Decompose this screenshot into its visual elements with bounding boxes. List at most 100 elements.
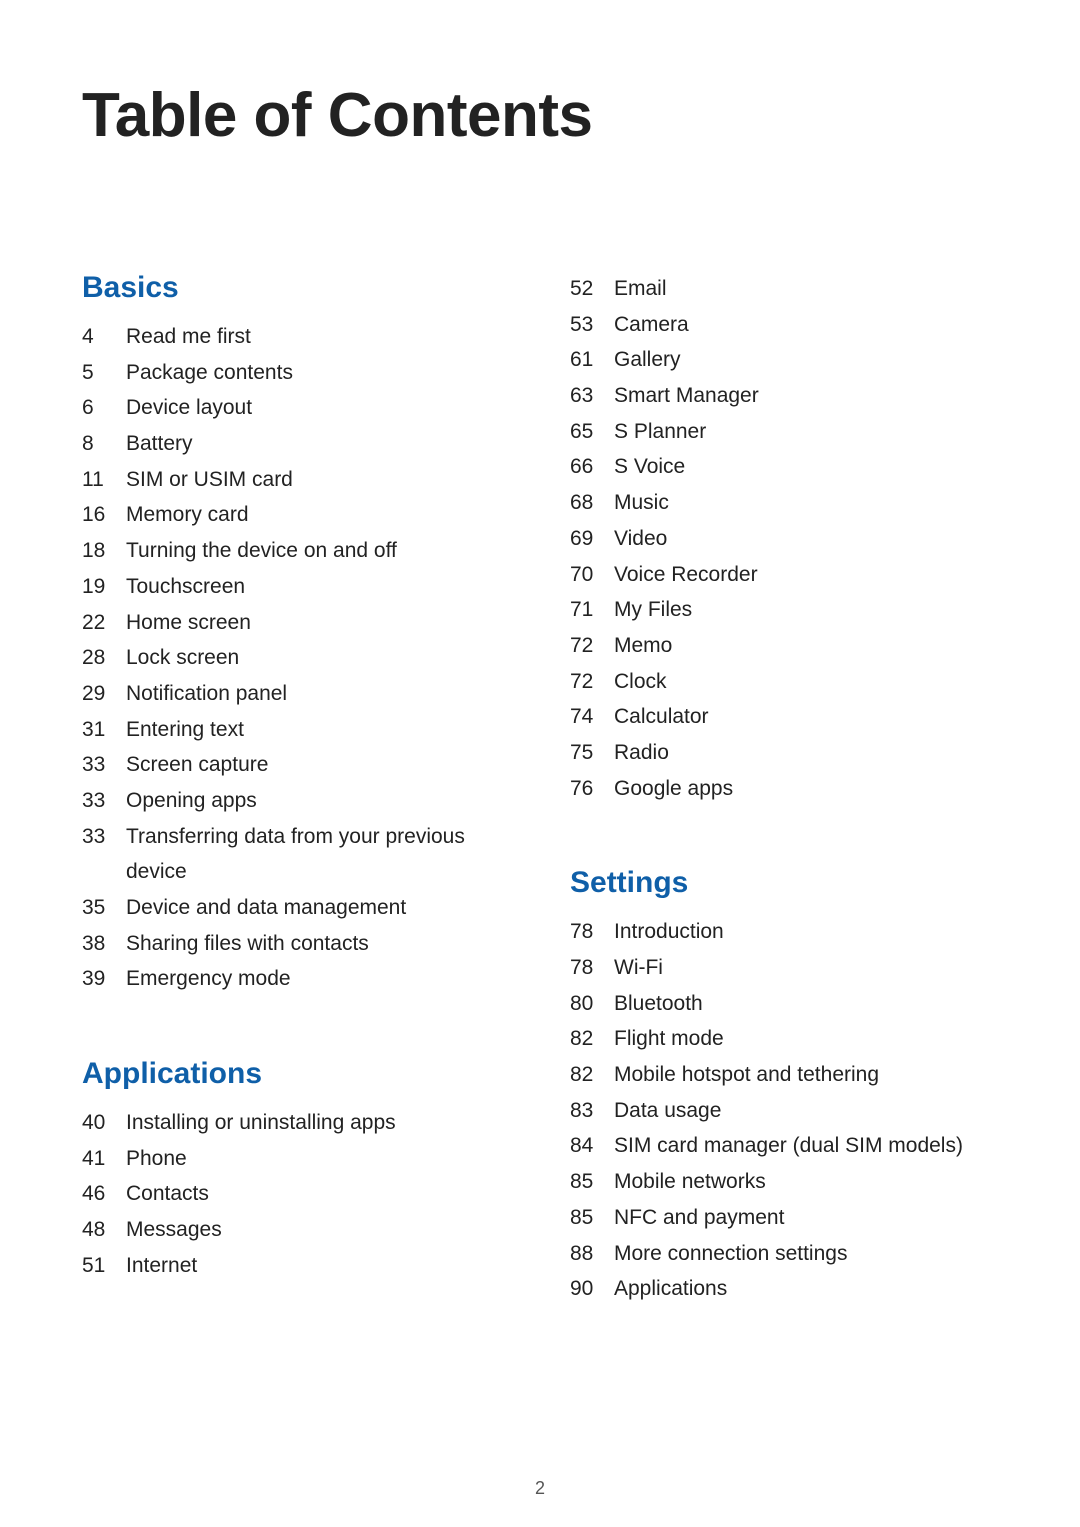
- toc-item-page: 85: [570, 1200, 614, 1236]
- toc-item-page: 83: [570, 1093, 614, 1129]
- toc-item[interactable]: 82Flight mode: [570, 1021, 998, 1057]
- toc-item-label: Contacts: [126, 1176, 510, 1212]
- toc-item[interactable]: 38Sharing files with contacts: [82, 926, 510, 962]
- toc-item[interactable]: 6Device layout: [82, 390, 510, 426]
- toc-item-page: 46: [82, 1176, 126, 1212]
- toc-item[interactable]: 39Emergency mode: [82, 961, 510, 997]
- toc-item[interactable]: 31Entering text: [82, 712, 510, 748]
- toc-item-label: Email: [614, 271, 998, 307]
- toc-item[interactable]: 71My Files: [570, 592, 998, 628]
- toc-item-label: Opening apps: [126, 783, 510, 819]
- toc-item[interactable]: 82Mobile hotspot and tethering: [570, 1057, 998, 1093]
- toc-item[interactable]: 80Bluetooth: [570, 986, 998, 1022]
- toc-item[interactable]: 33Opening apps: [82, 783, 510, 819]
- toc-item-label: Radio: [614, 735, 998, 771]
- toc-item-page: 90: [570, 1271, 614, 1307]
- toc-item-label: Notification panel: [126, 676, 510, 712]
- toc-item-page: 39: [82, 961, 126, 997]
- toc-item[interactable]: 66S Voice: [570, 449, 998, 485]
- toc-item-label: Calculator: [614, 699, 998, 735]
- toc-item-page: 72: [570, 664, 614, 700]
- toc-item-page: 6: [82, 390, 126, 426]
- toc-item[interactable]: 88More connection settings: [570, 1236, 998, 1272]
- toc-item-page: 8: [82, 426, 126, 462]
- toc-item[interactable]: 68Music: [570, 485, 998, 521]
- toc-item-page: 22: [82, 605, 126, 641]
- toc-item-page: 29: [82, 676, 126, 712]
- toc-item-page: 52: [570, 271, 614, 307]
- toc-list-applications-cont: 52Email53Camera61Gallery63Smart Manager6…: [570, 271, 998, 806]
- toc-item-page: 88: [570, 1236, 614, 1272]
- toc-item-label: Gallery: [614, 342, 998, 378]
- toc-item[interactable]: 78Introduction: [570, 914, 998, 950]
- toc-item[interactable]: 75Radio: [570, 735, 998, 771]
- toc-item-page: 69: [570, 521, 614, 557]
- toc-item[interactable]: 85Mobile networks: [570, 1164, 998, 1200]
- toc-item[interactable]: 51Internet: [82, 1248, 510, 1284]
- toc-item-label: Memory card: [126, 497, 510, 533]
- toc-item[interactable]: 19Touchscreen: [82, 569, 510, 605]
- toc-item-page: 51: [82, 1248, 126, 1284]
- toc-item-page: 80: [570, 986, 614, 1022]
- toc-item[interactable]: 53Camera: [570, 307, 998, 343]
- toc-item-label: Smart Manager: [614, 378, 998, 414]
- toc-item-label: Phone: [126, 1141, 510, 1177]
- toc-item-label: Memo: [614, 628, 998, 664]
- page-title: Table of Contents: [82, 80, 998, 151]
- toc-item-page: 33: [82, 783, 126, 819]
- toc-item[interactable]: 5Package contents: [82, 355, 510, 391]
- toc-item[interactable]: 18Turning the device on and off: [82, 533, 510, 569]
- toc-item-page: 65: [570, 414, 614, 450]
- toc-item[interactable]: 48Messages: [82, 1212, 510, 1248]
- toc-item[interactable]: 85NFC and payment: [570, 1200, 998, 1236]
- toc-item-page: 78: [570, 950, 614, 986]
- toc-item[interactable]: 74Calculator: [570, 699, 998, 735]
- toc-item[interactable]: 90Applications: [570, 1271, 998, 1307]
- toc-item[interactable]: 11SIM or USIM card: [82, 462, 510, 498]
- toc-item-label: Turning the device on and off: [126, 533, 510, 569]
- toc-item-page: 48: [82, 1212, 126, 1248]
- section-applications-continued: 52Email53Camera61Gallery63Smart Manager6…: [570, 271, 998, 806]
- toc-item[interactable]: 46Contacts: [82, 1176, 510, 1212]
- toc-item[interactable]: 41Phone: [82, 1141, 510, 1177]
- toc-item[interactable]: 69Video: [570, 521, 998, 557]
- toc-item[interactable]: 22Home screen: [82, 605, 510, 641]
- toc-item[interactable]: 28Lock screen: [82, 640, 510, 676]
- toc-item-label: Data usage: [614, 1093, 998, 1129]
- toc-item-label: SIM card manager (dual SIM models): [614, 1128, 998, 1164]
- toc-item[interactable]: 84SIM card manager (dual SIM models): [570, 1128, 998, 1164]
- toc-item-page: 70: [570, 557, 614, 593]
- toc-item-page: 41: [82, 1141, 126, 1177]
- toc-item[interactable]: 72Memo: [570, 628, 998, 664]
- toc-item-page: 61: [570, 342, 614, 378]
- toc-columns: Basics 4Read me first5Package contents6D…: [82, 271, 998, 1307]
- toc-item[interactable]: 35Device and data management: [82, 890, 510, 926]
- toc-item[interactable]: 61Gallery: [570, 342, 998, 378]
- toc-item[interactable]: 16Memory card: [82, 497, 510, 533]
- toc-item[interactable]: 76Google apps: [570, 771, 998, 807]
- toc-item[interactable]: 63Smart Manager: [570, 378, 998, 414]
- toc-item[interactable]: 70Voice Recorder: [570, 557, 998, 593]
- toc-item-page: 72: [570, 628, 614, 664]
- toc-left-column: Basics 4Read me first5Package contents6D…: [82, 271, 510, 1307]
- toc-list-basics: 4Read me first5Package contents6Device l…: [82, 319, 510, 997]
- toc-item[interactable]: 4Read me first: [82, 319, 510, 355]
- toc-item-page: 74: [570, 699, 614, 735]
- toc-item[interactable]: 83Data usage: [570, 1093, 998, 1129]
- toc-item-label: Device and data management: [126, 890, 510, 926]
- toc-item[interactable]: 78Wi-Fi: [570, 950, 998, 986]
- toc-item-page: 33: [82, 819, 126, 855]
- toc-item[interactable]: 29Notification panel: [82, 676, 510, 712]
- toc-item-label: Installing or uninstalling apps: [126, 1105, 510, 1141]
- toc-item[interactable]: 65S Planner: [570, 414, 998, 450]
- toc-item[interactable]: 33Transferring data from your previous d…: [82, 819, 510, 890]
- toc-item[interactable]: 8Battery: [82, 426, 510, 462]
- footer-page-number: 2: [0, 1478, 1080, 1499]
- toc-item[interactable]: 40Installing or uninstalling apps: [82, 1105, 510, 1141]
- toc-item[interactable]: 33Screen capture: [82, 747, 510, 783]
- toc-item-label: SIM or USIM card: [126, 462, 510, 498]
- toc-item[interactable]: 52Email: [570, 271, 998, 307]
- section-basics: Basics 4Read me first5Package contents6D…: [82, 271, 510, 997]
- section-title-basics: Basics: [82, 271, 510, 305]
- toc-item[interactable]: 72Clock: [570, 664, 998, 700]
